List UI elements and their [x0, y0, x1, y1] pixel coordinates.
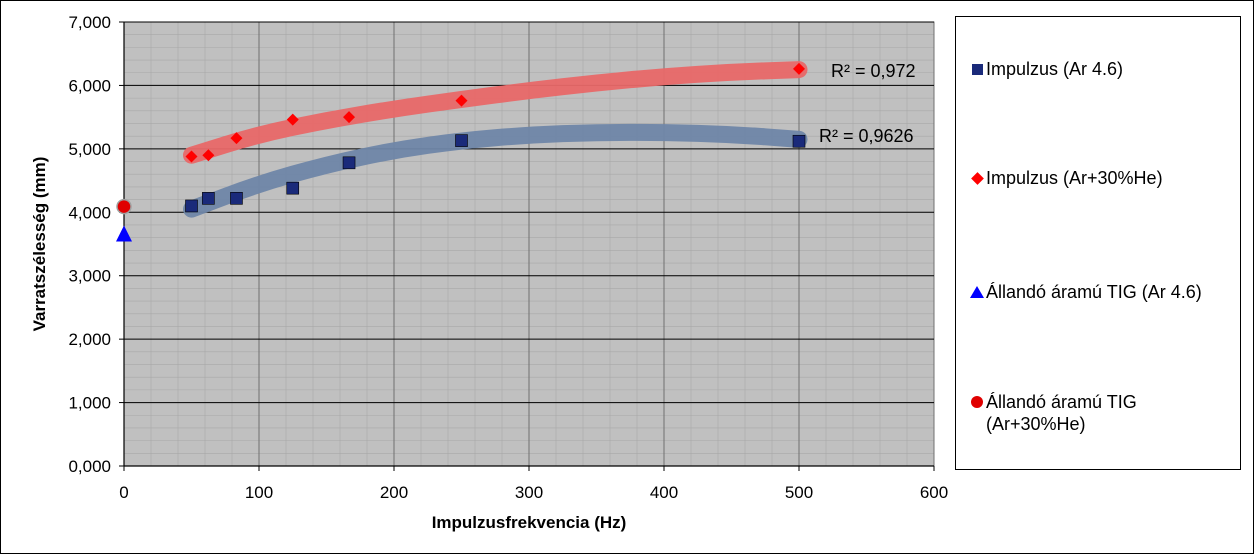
y-tick-label: 7,000 — [68, 13, 111, 32]
diamond-marker — [455, 94, 468, 107]
square-marker — [792, 134, 806, 148]
legend: Impulzus (Ar 4.6) Impulzus (Ar+30%He) Ál… — [955, 16, 1241, 470]
diamond-marker — [793, 62, 805, 75]
trendline-layer — [183, 61, 808, 218]
legend-label: Impulzus (Ar+30%He) — [986, 168, 1163, 188]
square-marker — [455, 134, 468, 147]
square-marker — [286, 181, 300, 195]
square-marker — [202, 192, 215, 205]
legend-label: Impulzus (Ar 4.6) — [986, 59, 1124, 79]
y-tick-label: 5,000 — [68, 140, 111, 159]
diamond-marker — [185, 150, 198, 163]
diamond-marker — [202, 149, 215, 162]
diamond-marker — [230, 132, 243, 145]
y-axis-title: Varratszélesség (mm) — [30, 157, 49, 332]
x-tick-label: 600 — [920, 483, 948, 502]
legend-item-impulzus-ar: Impulzus (Ar 4.6) — [970, 58, 1123, 80]
diamond-marker — [343, 111, 356, 124]
y-tick-label: 4,000 — [68, 203, 111, 222]
triangle-marker-icon — [970, 281, 984, 303]
x-tick-label: 100 — [245, 483, 273, 502]
triangle-marker — [116, 225, 132, 242]
legend-item-impulzus-he: Impulzus (Ar+30%He) — [970, 167, 1163, 189]
x-tick-label: 400 — [650, 483, 678, 502]
x-tick-label: 200 — [380, 483, 408, 502]
y-tick-label: 1,000 — [68, 394, 111, 413]
square-marker — [342, 156, 356, 170]
legend-label: Állandó áramú TIG (Ar+30%He) — [986, 392, 1137, 434]
y-tick-label: 0,000 — [68, 457, 111, 476]
r2-label-impulzus-ar: R² = 0,9626 — [819, 126, 914, 146]
diamond-marker-icon — [970, 167, 984, 189]
x-tick-label: 300 — [515, 483, 543, 502]
diamond-marker — [286, 113, 299, 126]
legend-item-allando-ar: Állandó áramú TIG (Ar 4.6) — [970, 281, 1202, 303]
y-tick-label: 3,000 — [68, 267, 111, 286]
r2-label-impulzus-he: R² = 0,972 — [831, 61, 916, 81]
square-marker-icon — [970, 58, 984, 80]
x-tick-label: 500 — [785, 483, 813, 502]
trendline-0 — [183, 123, 808, 218]
circle-marker-icon — [970, 391, 984, 413]
square-marker — [185, 199, 198, 213]
trendline-1 — [183, 61, 808, 164]
x-axis-title: Impulzusfrekvencia (Hz) — [432, 513, 627, 532]
legend-item-allando-he: Állandó áramú TIG (Ar+30%He) — [970, 391, 1137, 435]
axis-layer: 0 100 200 300 400 500 600 0,000 1,000 2,000 3,000 4… — [68, 13, 948, 502]
y-tick-label: 2,000 — [68, 330, 111, 349]
circle-marker — [116, 198, 132, 215]
x-tick-label: 0 — [119, 483, 128, 502]
square-marker — [230, 192, 243, 205]
legend-label: Állandó áramú TIG (Ar 4.6) — [986, 282, 1202, 302]
y-tick-label: 6,000 — [68, 76, 111, 95]
data-point-layer — [116, 62, 806, 242]
